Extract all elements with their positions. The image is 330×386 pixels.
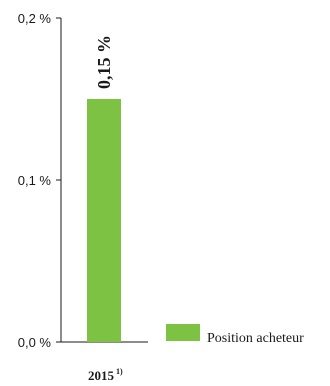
data-label-2015: 0,15 % bbox=[94, 35, 114, 89]
x-labels: 2015 1) bbox=[88, 367, 123, 383]
x-tick-label-2015: 2015 bbox=[88, 368, 115, 383]
bars: 0,15 % bbox=[87, 35, 121, 342]
legend: Position acheteur bbox=[166, 324, 304, 346]
y-ticks: 0,0 % 0,1 % 0,2 % bbox=[18, 11, 61, 350]
y-tick-label-0: 0,0 % bbox=[18, 335, 52, 350]
legend-label-position-acheteur: Position acheteur bbox=[207, 331, 304, 346]
x-tick-label-superscript-2015: 1) bbox=[116, 367, 123, 376]
legend-swatch-position-acheteur bbox=[166, 324, 200, 341]
y-tick-label-1: 0,1 % bbox=[18, 173, 52, 188]
bar-2015 bbox=[87, 99, 121, 342]
y-tick-label-2: 0,2 % bbox=[18, 11, 52, 26]
